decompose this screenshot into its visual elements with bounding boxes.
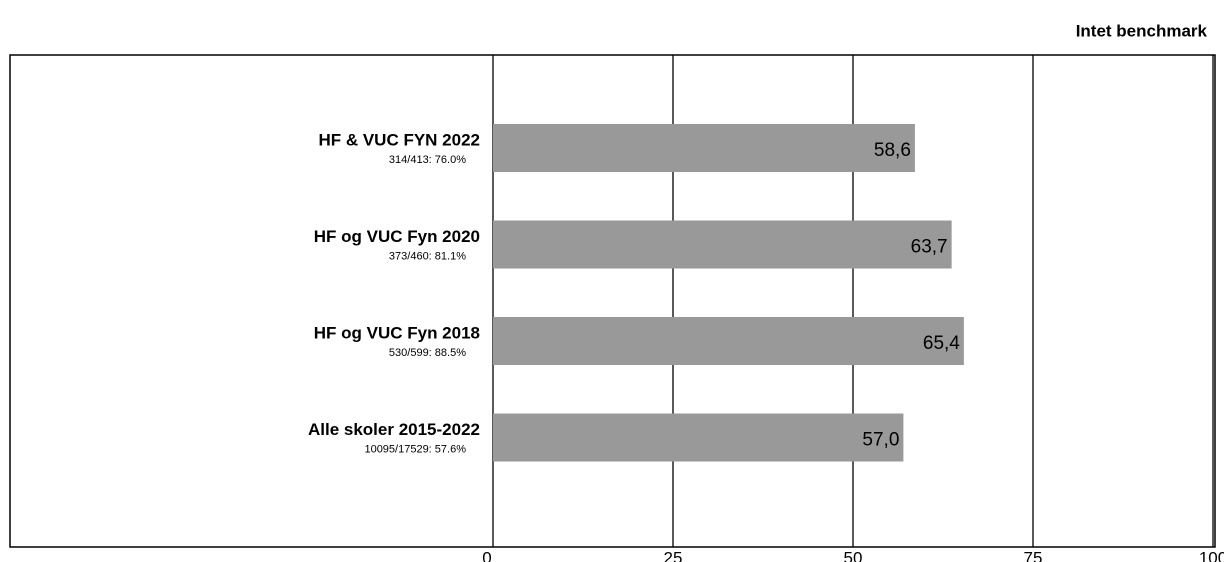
chart-frame bbox=[9, 54, 1216, 548]
bar bbox=[493, 413, 904, 462]
value-label: 65,4 bbox=[923, 333, 960, 354]
x-tick-label: 50 bbox=[844, 548, 863, 562]
category-label: Alle skoler 2015-2022 bbox=[308, 420, 480, 439]
category-sublabel: 373/460: 81.1% bbox=[389, 250, 466, 262]
category-sublabel: 530/599: 88.5% bbox=[389, 347, 466, 359]
category-label: HF og VUC Fyn 2020 bbox=[314, 227, 480, 246]
value-label: 57,0 bbox=[862, 430, 899, 451]
x-tick-label: 75 bbox=[1024, 548, 1043, 562]
bar bbox=[493, 317, 964, 365]
value-label: 58,6 bbox=[874, 140, 911, 161]
category-label: HF og VUC Fyn 2018 bbox=[314, 323, 480, 342]
x-tick-label: 0 bbox=[482, 548, 491, 562]
category-sublabel: 314/413: 76.0% bbox=[389, 154, 466, 166]
category-sublabel: 10095/17529: 57.6% bbox=[364, 443, 466, 455]
bar bbox=[493, 124, 915, 172]
value-label: 63,7 bbox=[911, 237, 948, 258]
bar bbox=[493, 220, 952, 269]
category-label: HF & VUC FYN 2022 bbox=[318, 130, 480, 149]
x-tick-label: 25 bbox=[664, 548, 683, 562]
chart-title: Intet benchmark bbox=[1076, 21, 1208, 40]
x-tick-label: 100 bbox=[1199, 548, 1224, 562]
